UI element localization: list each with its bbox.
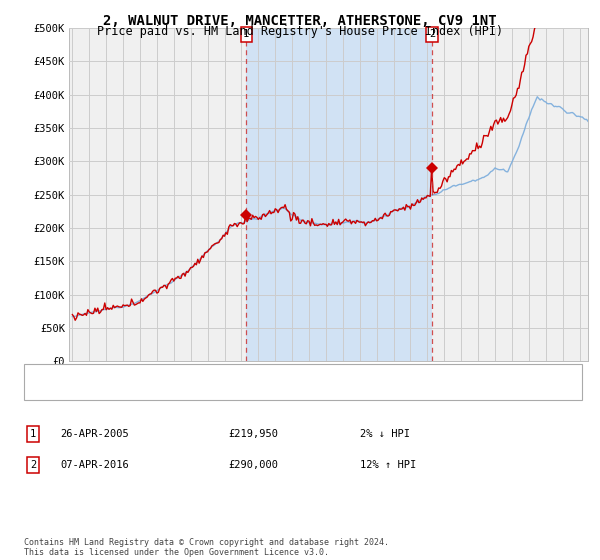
Text: 2, WALNUT DRIVE, MANCETTER, ATHERSTONE, CV9 1NT (detached house): 2, WALNUT DRIVE, MANCETTER, ATHERSTONE, … [63, 370, 407, 379]
Text: HPI: Average price, detached house, North Warwickshire: HPI: Average price, detached house, Nort… [63, 386, 353, 395]
Text: 2: 2 [429, 29, 435, 39]
Text: 2, WALNUT DRIVE, MANCETTER, ATHERSTONE, CV9 1NT: 2, WALNUT DRIVE, MANCETTER, ATHERSTONE, … [103, 14, 497, 28]
Text: 2% ↓ HPI: 2% ↓ HPI [360, 429, 410, 439]
Text: 1: 1 [243, 29, 250, 39]
Text: 1: 1 [30, 429, 36, 439]
Text: 2: 2 [30, 460, 36, 470]
Text: Contains HM Land Registry data © Crown copyright and database right 2024.
This d: Contains HM Land Registry data © Crown c… [24, 538, 389, 557]
Text: £219,950: £219,950 [228, 429, 278, 439]
Text: 07-APR-2016: 07-APR-2016 [60, 460, 129, 470]
Text: 26-APR-2005: 26-APR-2005 [60, 429, 129, 439]
Text: £290,000: £290,000 [228, 460, 278, 470]
Text: 12% ↑ HPI: 12% ↑ HPI [360, 460, 416, 470]
Text: Price paid vs. HM Land Registry's House Price Index (HPI): Price paid vs. HM Land Registry's House … [97, 25, 503, 38]
Bar [247, 28, 432, 361]
